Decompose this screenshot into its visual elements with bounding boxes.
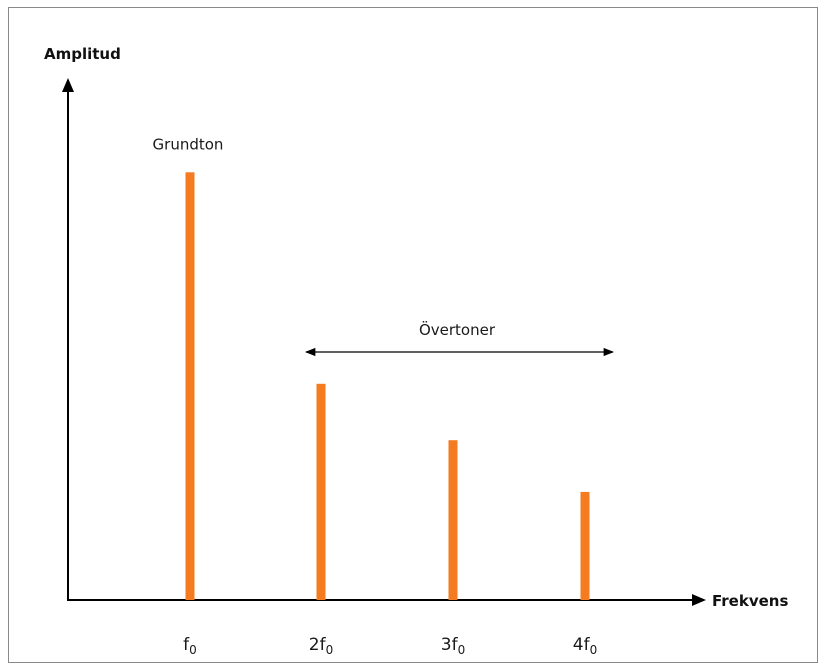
bar-3 — [448, 440, 458, 600]
chart-frame — [8, 7, 818, 663]
x-axis-arrow-icon — [692, 594, 706, 606]
overtones-annotation: Övertoner — [419, 320, 496, 339]
bar-series — [185, 172, 590, 601]
x-tick-label: 2f0 — [309, 635, 333, 657]
x-tick-label: 3f0 — [441, 635, 465, 657]
y-axis-title: Amplitud — [44, 45, 121, 63]
x-tick-label: 4f0 — [573, 635, 597, 657]
y-axis-arrow-icon — [62, 78, 74, 92]
bar-2 — [316, 383, 326, 600]
fundamental-annotation: Grundton — [153, 135, 224, 153]
bar-4 — [580, 491, 590, 600]
x-tick-labels: f0 2f0 3f0 4f0 — [183, 635, 597, 657]
x-tick-label: f0 — [183, 635, 197, 657]
bar-1 — [185, 172, 195, 601]
x-axis-title: Frekvens — [712, 592, 788, 610]
